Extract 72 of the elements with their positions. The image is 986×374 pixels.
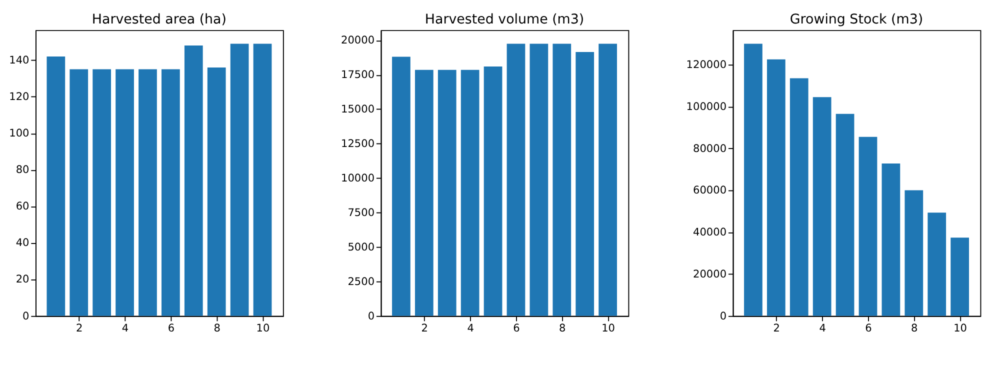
y-tick-label: 60000 xyxy=(692,184,727,197)
bar xyxy=(484,66,502,316)
bar xyxy=(836,114,854,316)
y-tick-label: 120 xyxy=(9,91,30,104)
bar xyxy=(70,69,88,316)
y-tick-label: 0 xyxy=(720,310,727,322)
chart-title: Harvested volume (m3) xyxy=(424,12,584,28)
y-tick-label: 10000 xyxy=(340,172,375,184)
bar xyxy=(162,69,180,316)
bar xyxy=(904,190,924,316)
bar xyxy=(138,69,157,316)
y-tick-label: 60 xyxy=(16,200,30,213)
chart-title: Harvested area (ha) xyxy=(92,12,227,28)
x-tick-label: 4 xyxy=(819,322,826,335)
y-tick-label: 40 xyxy=(16,237,30,250)
y-tick-label: 20 xyxy=(16,274,30,286)
x-tick-label: 8 xyxy=(214,322,220,335)
x-tick-label: 10 xyxy=(602,322,616,335)
x-tick-label: 4 xyxy=(467,322,474,335)
bar xyxy=(207,67,226,316)
chart-title: Growing Stock (m3) xyxy=(790,12,924,28)
bar xyxy=(858,136,878,316)
y-tick-label: 12500 xyxy=(340,138,375,150)
x-tick-label: 6 xyxy=(865,322,872,335)
bar xyxy=(392,56,410,316)
y-tick-label: 120000 xyxy=(686,58,727,71)
y-tick-label: 80 xyxy=(16,164,30,176)
bar xyxy=(506,44,526,316)
bar xyxy=(253,44,272,316)
y-tick-label: 100 xyxy=(9,128,30,140)
y-tick-label: 17500 xyxy=(340,69,375,82)
x-tick-label: 2 xyxy=(421,322,428,335)
x-tick-label: 6 xyxy=(168,322,175,335)
bar xyxy=(230,44,249,316)
bar xyxy=(812,97,832,316)
bar xyxy=(184,46,203,316)
bar xyxy=(460,70,480,316)
bar xyxy=(790,78,808,316)
bar xyxy=(576,52,594,316)
bar xyxy=(552,44,572,316)
x-tick-label: 8 xyxy=(911,322,918,335)
y-tick-label: 0 xyxy=(22,310,30,322)
x-tick-label: 10 xyxy=(954,322,968,335)
y-tick-label: 0 xyxy=(368,310,375,322)
y-tick-label: 2500 xyxy=(348,276,375,288)
y-tick-label: 5000 xyxy=(348,241,375,254)
bar xyxy=(46,56,66,316)
x-tick-label: 2 xyxy=(76,322,83,335)
bar xyxy=(882,163,900,316)
y-tick-label: 100000 xyxy=(686,100,727,113)
y-tick-label: 20000 xyxy=(340,34,375,47)
y-tick-label: 40000 xyxy=(692,226,727,239)
x-tick-label: 2 xyxy=(773,322,780,335)
y-tick-label: 15000 xyxy=(340,104,375,116)
x-tick-label: 10 xyxy=(256,322,270,335)
bar xyxy=(530,44,548,316)
bar xyxy=(744,44,762,316)
bar xyxy=(92,69,112,316)
bar xyxy=(928,212,946,316)
bar xyxy=(766,59,786,316)
bar xyxy=(598,44,617,316)
bar xyxy=(438,70,456,316)
x-tick-label: 6 xyxy=(513,322,520,335)
y-tick-label: 20000 xyxy=(692,268,727,280)
bar xyxy=(116,69,134,316)
y-tick-label: 140 xyxy=(9,54,30,66)
bar xyxy=(414,70,434,316)
y-tick-label: 7500 xyxy=(348,206,375,219)
x-tick-label: 4 xyxy=(122,322,129,335)
y-tick-label: 80000 xyxy=(692,142,727,155)
x-tick-label: 8 xyxy=(559,322,566,335)
bar xyxy=(950,238,969,316)
